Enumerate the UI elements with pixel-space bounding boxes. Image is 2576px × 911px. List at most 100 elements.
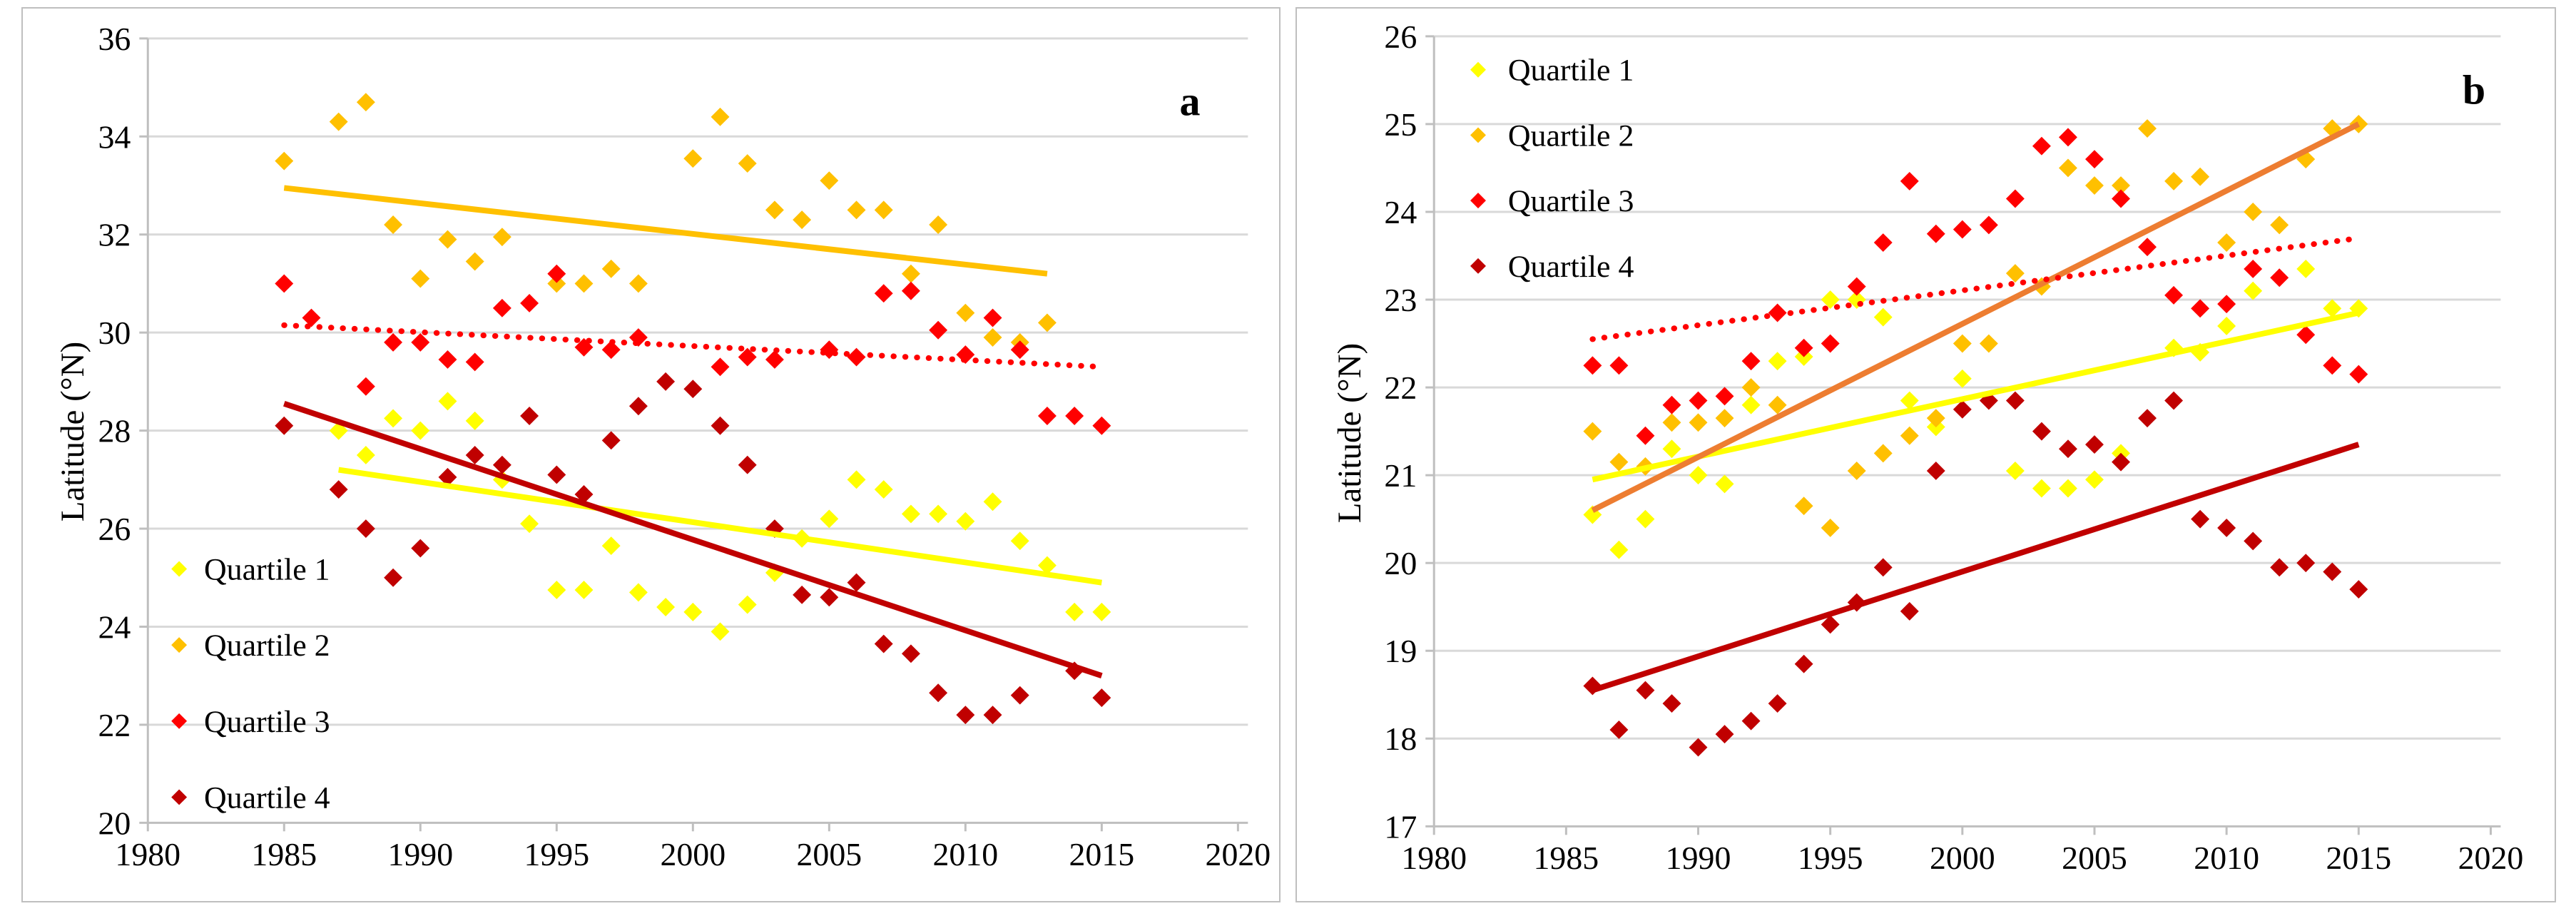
- point-quartile-2-1992: [465, 252, 484, 271]
- point-quartile-3-2009: [2191, 299, 2210, 318]
- point-quartile-3-2002: [2005, 189, 2025, 208]
- y-tick-label-24: 24: [98, 609, 131, 645]
- trendline-quartile-3: [1589, 235, 2362, 342]
- y-tick-label-20: 20: [1384, 545, 1417, 581]
- x-tick-label-1980: 1980: [115, 836, 180, 872]
- point-quartile-3-1993: [492, 298, 511, 317]
- point-quartile-1-1994: [520, 514, 539, 534]
- point-quartile-3-1995: [547, 264, 566, 283]
- point-quartile-2-1991: [1715, 409, 1734, 428]
- x-tick-label-2020: 2020: [1206, 836, 1271, 872]
- point-quartile-4-2004: [793, 585, 812, 604]
- point-quartile-1-2005: [820, 509, 839, 529]
- x-tick-label-1990: 1990: [1666, 840, 1731, 876]
- point-quartile-4-1999: [1926, 462, 1945, 480]
- x-tick-label-2005: 2005: [796, 836, 862, 872]
- point-quartile-4-1994: [520, 407, 539, 425]
- point-quartile-3-2012: [2270, 268, 2289, 287]
- x-tick-label-2010: 2010: [932, 836, 998, 872]
- point-quartile-3-1990: [411, 332, 430, 352]
- point-quartile-2-1990: [1689, 413, 1708, 432]
- trendline-quartile-3: [281, 322, 1105, 370]
- point-quartile-2-1994: [1794, 497, 1813, 516]
- point-quartile-2-1996: [574, 274, 594, 293]
- legend-label-quartile-3: Quartile 3: [1508, 184, 1634, 218]
- point-quartile-1-1989: [1662, 439, 1681, 459]
- point-quartile-4-1995: [547, 465, 566, 484]
- point-quartile-1-1991: [1715, 474, 1734, 494]
- trendline-quartile-2: [283, 185, 1048, 277]
- point-quartile-2-2002: [2005, 264, 2025, 283]
- point-quartile-1-1999: [656, 598, 676, 616]
- point-quartile-2-1993: [492, 228, 511, 247]
- point-quartile-3-2009: [929, 320, 948, 340]
- point-quartile-4-2015: [1092, 688, 1111, 708]
- point-quartile-1-1992: [1741, 395, 1761, 414]
- panel-letter-a: a: [1179, 78, 1201, 125]
- point-quartile-1-1992: [465, 411, 484, 430]
- point-quartile-2-2010: [956, 303, 975, 322]
- y-tick-label-22: 22: [98, 707, 131, 743]
- point-quartile-2-1985: [275, 151, 294, 171]
- point-quartile-3-1994: [520, 293, 539, 312]
- point-quartile-4-1993: [492, 455, 511, 474]
- point-quartile-3-1992: [1741, 352, 1761, 371]
- y-tick-label-30: 30: [98, 315, 131, 351]
- y-tick-label-26: 26: [1384, 19, 1417, 55]
- point-quartile-1-1988: [1636, 509, 1655, 529]
- point-quartile-4-1987: [329, 480, 348, 499]
- point-quartile-4-2010: [2217, 519, 2236, 537]
- y-axis-title-a: Latitude (°N): [54, 341, 91, 522]
- legend-label-quartile-3: Quartile 3: [204, 705, 330, 739]
- point-quartile-2-1997: [601, 259, 621, 278]
- point-quartile-3-2000: [1953, 220, 1972, 239]
- point-quartile-4-2013: [2296, 554, 2316, 573]
- point-quartile-1-1998: [628, 583, 648, 602]
- point-quartile-2-1988: [356, 93, 375, 112]
- point-quartile-4-1992: [1741, 711, 1761, 731]
- point-quartile-2-1997: [1873, 444, 1893, 463]
- point-quartile-3-1988: [1636, 426, 1655, 445]
- point-quartile-1-2000: [1953, 369, 1972, 388]
- x-tick-label-2010: 2010: [2194, 840, 2259, 876]
- point-quartile-3-1989: [384, 332, 403, 352]
- x-tick-label-1990: 1990: [387, 836, 453, 872]
- point-quartile-4-2008: [2164, 391, 2184, 410]
- point-quartile-2-2012: [2270, 215, 2289, 235]
- point-quartile-2-1995: [547, 274, 566, 293]
- x-tick-label-2020: 2020: [2458, 840, 2524, 876]
- point-quartile-2-1996: [1847, 462, 1866, 480]
- point-quartile-3-2008: [2164, 285, 2184, 305]
- point-quartile-1-2008: [901, 504, 920, 524]
- point-quartile-4-2008: [901, 644, 920, 663]
- point-quartile-4-2012: [1010, 686, 1029, 705]
- point-quartile-3-1985: [275, 274, 294, 293]
- point-quartile-1-1987: [1609, 540, 1629, 559]
- point-quartile-3-2001: [711, 357, 730, 377]
- point-quartile-3-2007: [874, 284, 893, 303]
- point-quartile-4-2005: [2085, 435, 2104, 454]
- point-quartile-1-1989: [384, 409, 403, 428]
- point-quartile-3-1991: [438, 350, 457, 369]
- y-tick-label-19: 19: [1384, 633, 1417, 669]
- point-quartile-4-1991: [438, 467, 457, 487]
- point-quartile-4-2012: [2270, 558, 2289, 577]
- point-quartile-2-1989: [384, 215, 403, 234]
- point-quartile-1-1988: [356, 446, 375, 464]
- y-tick-label-36: 36: [98, 21, 131, 57]
- point-quartile-3-2011: [2244, 260, 2263, 278]
- point-quartile-4-2011: [983, 706, 1002, 725]
- point-quartile-4-2002: [2005, 391, 2025, 410]
- point-quartile-3-1995: [1821, 334, 1840, 353]
- point-quartile-1-2007: [874, 480, 893, 499]
- point-quartile-1-2013: [2296, 260, 2316, 278]
- legend-marker-quartile-2: [171, 637, 188, 653]
- point-quartile-3-2006: [2112, 189, 2130, 208]
- legend-label-quartile-4: Quartile 4: [1508, 250, 1634, 284]
- point-quartile-1-1998: [1900, 391, 1919, 410]
- point-quartile-2-2002: [738, 154, 757, 173]
- point-quartile-2-2008: [2164, 171, 2184, 190]
- point-quartile-2-2004: [793, 210, 812, 230]
- point-quartile-1-1996: [574, 580, 594, 599]
- point-quartile-3-2001: [1979, 215, 1998, 235]
